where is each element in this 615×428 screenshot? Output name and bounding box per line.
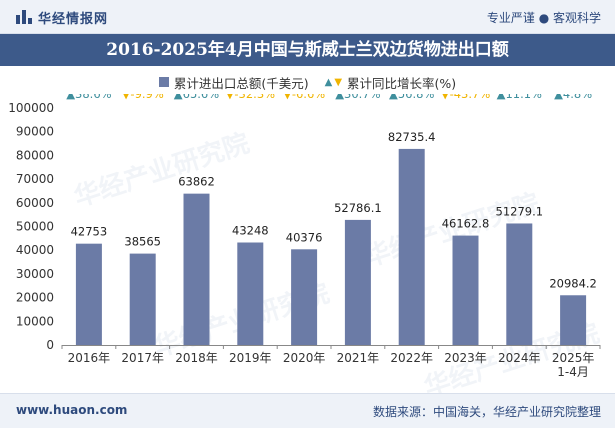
x-tick-label: 2022年 — [390, 351, 433, 365]
brand-name: 华经情报网 — [38, 11, 109, 27]
triangle-up-icon: ▲ — [324, 76, 333, 88]
growth-rate-label: ▼-6.6% — [283, 94, 325, 101]
bar — [506, 223, 533, 345]
x-tick-label: 2020年 — [283, 351, 326, 365]
bar-value-label: 46162.8 — [442, 217, 490, 231]
footer-bar: www.huaon.com 数据来源：中国海关，华经产业研究院整理 — [0, 393, 615, 428]
bar — [129, 253, 156, 345]
bar-value-label: 43248 — [232, 224, 269, 238]
y-tick-label: 30000 — [16, 267, 54, 281]
data-source: 数据来源：中国海关，华经产业研究院整理 — [372, 405, 601, 419]
bar — [237, 242, 264, 345]
bar-value-label: 20984.2 — [549, 276, 597, 290]
bar-value-label: 51279.1 — [496, 204, 544, 218]
x-tick-label: 2021年 — [337, 351, 380, 365]
bar — [291, 249, 318, 345]
growth-rate-label: ▲30.7% — [335, 94, 380, 101]
bar — [183, 193, 210, 345]
bar-chart-logo-icon — [16, 10, 32, 24]
x-tick-label: 2024年 — [498, 351, 541, 365]
growth-rate-label: ▲56.8% — [389, 94, 434, 101]
bar-value-label: 82735.4 — [388, 130, 436, 144]
chart-legend: 累计进出口总额(千美元) ▲ ▼ 累计同比增长率(%) — [0, 73, 615, 91]
legend-bar-label: 累计进出口总额(千美元) — [173, 75, 309, 91]
y-tick-label: 60000 — [16, 196, 54, 210]
bar-value-label: 63862 — [178, 175, 215, 189]
chart-title: 2016-2025年4月中国与斯威士兰双边货物进出口额 — [0, 34, 615, 66]
y-tick-label: 40000 — [16, 243, 54, 257]
legend-bar-swatch — [158, 77, 169, 87]
y-tick-label: 10000 — [16, 314, 54, 328]
y-tick-label: 80000 — [16, 148, 54, 162]
legend-item-bar: 累计进出口总额(千美元) — [158, 73, 309, 92]
x-tick-label: 2023年 — [444, 351, 487, 365]
growth-rate-label: ▼-32.3% — [226, 94, 276, 101]
legend-growth-label: 累计同比增长率(%) — [347, 75, 457, 91]
y-tick-label: 100000 — [8, 101, 54, 115]
legend-item-growth: ▲ ▼ 累计同比增长率(%) — [325, 73, 457, 92]
bar-value-label: 52786.1 — [334, 201, 382, 215]
growth-rate-label: ▲38.6% — [66, 94, 111, 101]
growth-rate-label: ▲65.6% — [174, 94, 219, 101]
growth-rate-label: ▲4.8% — [554, 94, 592, 101]
y-tick-label: 50000 — [16, 220, 54, 234]
growth-rate-label: ▲11.1% — [497, 94, 542, 101]
growth-rate-label: ▼-9.9% — [122, 94, 164, 101]
triangle-down-icon: ▼ — [334, 76, 343, 88]
bar — [75, 243, 102, 345]
slogan: 专业严谨 ● 客观科学 — [486, 11, 601, 25]
growth-rate-label: ▼-43.7% — [441, 94, 491, 101]
bar — [398, 148, 425, 345]
bar — [452, 235, 479, 345]
y-tick-label: 0 — [46, 338, 54, 352]
website-link[interactable]: www.huaon.com — [16, 403, 128, 417]
brand[interactable]: 华经情报网 — [16, 8, 109, 27]
bar — [560, 295, 587, 345]
y-tick-label: 90000 — [16, 125, 54, 139]
x-tick-label: 2025年 1-4月 — [552, 351, 595, 379]
y-tick-label: 20000 — [16, 291, 54, 305]
bar-value-label: 42753 — [71, 225, 108, 239]
y-tick-label: 70000 — [16, 172, 54, 186]
bar-value-label: 40376 — [286, 230, 323, 244]
x-tick-label: 2019年 — [229, 351, 272, 365]
bar-chart: 0 10000 20000 30000 40000 50000 60000 70000 8000… — [8, 94, 601, 379]
bar-value-label: 38565 — [124, 235, 161, 249]
header-bar: 华经情报网 专业严谨 ● 客观科学 — [0, 0, 615, 34]
x-tick-label: 2016年 — [68, 351, 111, 365]
x-tick-label: 2018年 — [175, 351, 218, 365]
bar — [344, 219, 371, 345]
x-tick-label: 2017年 — [121, 351, 164, 365]
